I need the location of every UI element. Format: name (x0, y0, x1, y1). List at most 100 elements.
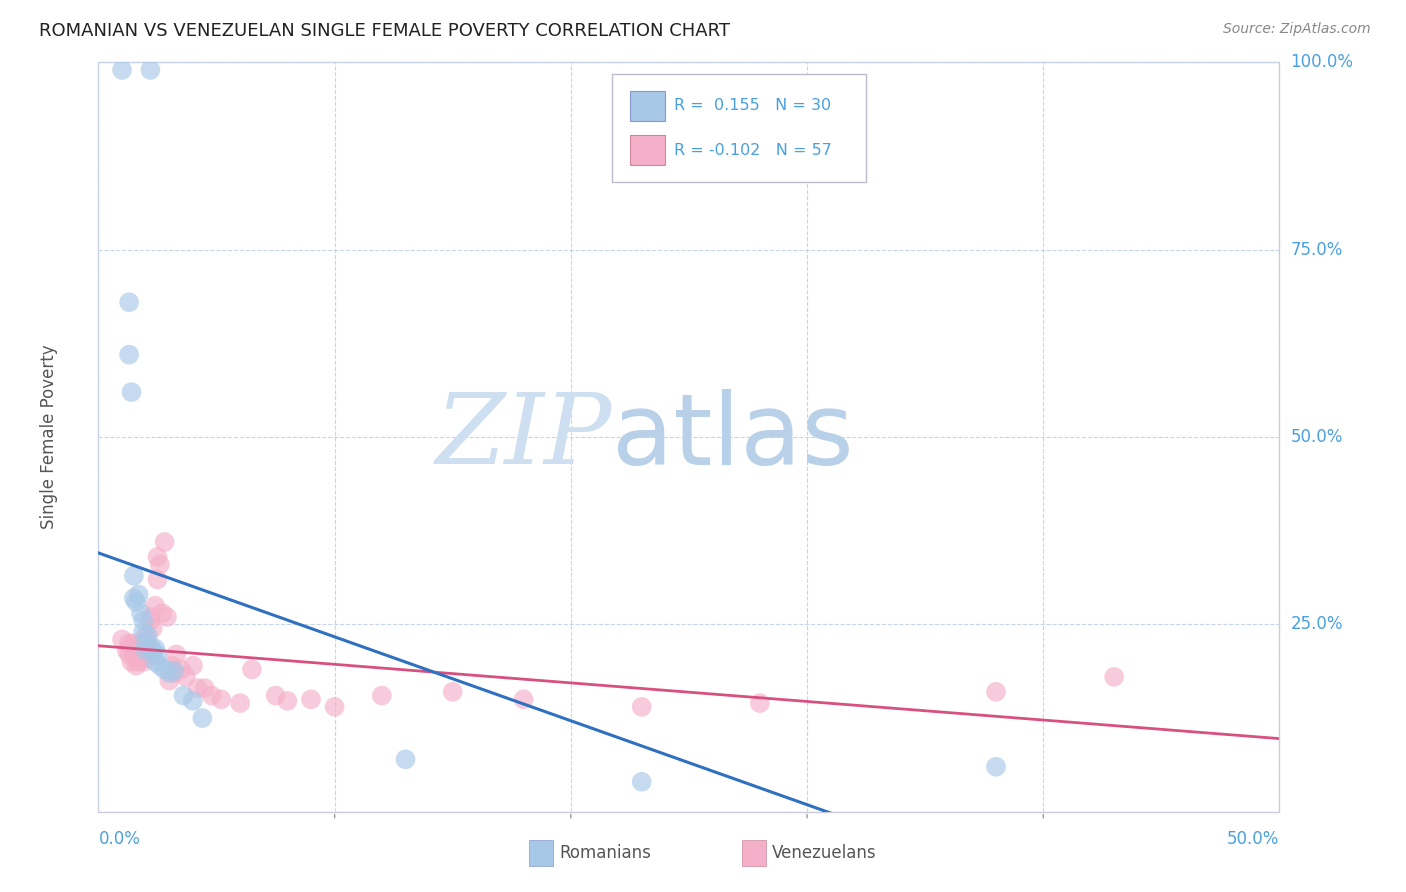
Point (139, 640, 162, 654)
Point (1102, 670, 1125, 684)
Point (240, 662, 263, 676)
Bar (742, 840, 766, 866)
Text: R = -0.102   N = 57: R = -0.102 N = 57 (673, 143, 831, 158)
Point (139, 648, 162, 662)
Point (146, 573, 169, 587)
Bar (630, 91, 665, 121)
Point (630, 699, 652, 714)
Point (149, 658, 172, 673)
Point (299, 692, 322, 706)
Text: 50.0%: 50.0% (1227, 830, 1279, 848)
Point (135, 629, 157, 643)
Point (136, 629, 159, 643)
Point (441, 685, 464, 699)
Point (143, 599, 166, 613)
Point (111, 632, 134, 647)
Point (143, 641, 166, 656)
Point (201, 689, 224, 703)
Point (121, 385, 143, 400)
Point (118, 648, 141, 662)
Point (163, 664, 186, 678)
Point (174, 670, 197, 684)
Point (157, 673, 180, 688)
Text: atlas: atlas (612, 389, 853, 485)
Point (149, 558, 172, 572)
Point (122, 636, 145, 650)
Point (136, 643, 159, 657)
Point (172, 689, 194, 703)
Point (139, 614, 162, 628)
Point (146, 549, 169, 564)
Point (136, 651, 159, 665)
Point (132, 655, 155, 669)
Point (229, 696, 252, 710)
Point (371, 689, 394, 703)
Point (115, 643, 138, 657)
Point (125, 651, 148, 665)
Text: ZIP: ZIP (436, 390, 612, 484)
Point (121, 640, 143, 654)
Point (129, 648, 152, 662)
Point (129, 606, 152, 620)
Point (153, 662, 176, 676)
Point (394, 752, 416, 766)
Point (135, 643, 157, 657)
Text: 100.0%: 100.0% (1291, 54, 1354, 71)
Point (118, 348, 141, 362)
Point (122, 568, 145, 582)
Text: Romanians: Romanians (560, 844, 651, 862)
Point (143, 655, 166, 669)
Point (146, 648, 169, 662)
Text: 50.0%: 50.0% (1291, 428, 1343, 446)
Point (264, 689, 287, 703)
Text: Single Female Poverty: Single Female Poverty (39, 345, 58, 529)
Text: 25.0%: 25.0% (1291, 615, 1343, 633)
Point (160, 658, 183, 673)
Point (122, 643, 145, 657)
Text: ROMANIAN VS VENEZUELAN SINGLE FEMALE POVERTY CORRELATION CHART: ROMANIAN VS VENEZUELAN SINGLE FEMALE POV… (39, 22, 730, 40)
Point (748, 696, 770, 710)
Point (139, 610, 162, 624)
Point (165, 648, 187, 662)
Point (181, 694, 204, 708)
Text: R =  0.155   N = 30: R = 0.155 N = 30 (673, 98, 831, 113)
Point (150, 606, 173, 620)
Point (142, 643, 165, 657)
Point (132, 636, 155, 650)
Point (209, 692, 232, 706)
Text: Venezuelans: Venezuelans (772, 844, 876, 862)
Point (125, 595, 148, 609)
Point (276, 694, 298, 708)
Point (118, 295, 141, 310)
Text: Source: ZipAtlas.com: Source: ZipAtlas.com (1223, 22, 1371, 37)
Text: 0.0%: 0.0% (98, 830, 141, 848)
Point (128, 587, 150, 601)
Point (181, 658, 204, 673)
Point (512, 692, 534, 706)
Bar (530, 840, 553, 866)
Point (163, 666, 186, 681)
Point (111, 62, 134, 77)
Point (128, 643, 150, 657)
Point (121, 655, 143, 669)
Point (132, 614, 155, 628)
Point (132, 624, 155, 639)
Point (170, 662, 193, 676)
Point (984, 685, 1007, 699)
Point (139, 62, 162, 77)
Point (122, 591, 145, 606)
Point (125, 658, 148, 673)
Point (153, 535, 176, 549)
Point (118, 636, 141, 650)
Point (984, 760, 1007, 774)
Point (187, 681, 209, 695)
Point (128, 655, 150, 669)
Point (129, 640, 152, 654)
FancyBboxPatch shape (612, 74, 866, 182)
Point (630, 774, 652, 789)
Point (135, 640, 157, 654)
Point (323, 699, 346, 714)
Point (135, 636, 157, 650)
Point (125, 640, 148, 654)
Point (142, 621, 165, 635)
